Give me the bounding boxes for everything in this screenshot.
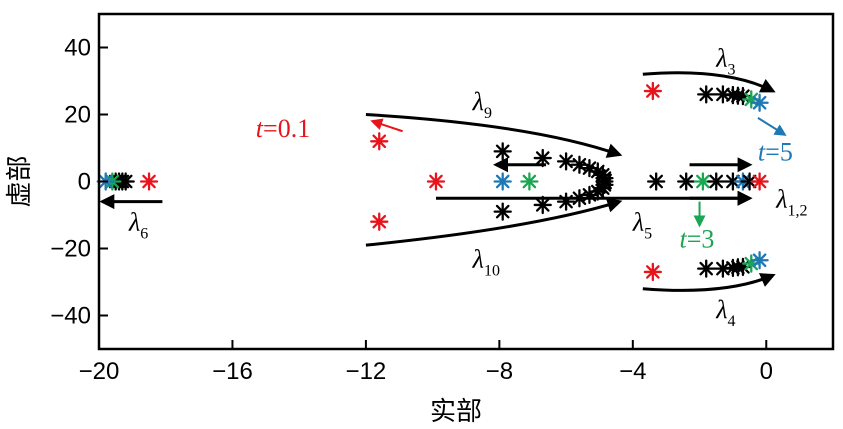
pole-marker bbox=[533, 148, 552, 168]
x-tick-label: −12 bbox=[346, 358, 387, 385]
pole-marker bbox=[697, 85, 716, 104]
y-tick-label: −20 bbox=[50, 236, 91, 263]
pole-marker bbox=[750, 251, 769, 270]
pole-marker bbox=[707, 172, 726, 191]
pole-marker bbox=[697, 259, 716, 278]
y-axis-label: 虚部 bbox=[5, 155, 35, 207]
trajectory-arrow bbox=[370, 118, 403, 133]
x-axis: −20 −16 −12 −8 −4 0 bbox=[79, 340, 773, 385]
pole-marker bbox=[493, 202, 512, 221]
pole-marker bbox=[493, 142, 512, 161]
eigenvalue-label: λ10 bbox=[472, 245, 500, 280]
x-tick-label: −4 bbox=[619, 358, 646, 385]
x-tick-label: −16 bbox=[212, 358, 253, 385]
pole-marker bbox=[556, 192, 576, 211]
eigenvalue-label: λ1,2 bbox=[775, 184, 807, 219]
pole-marker bbox=[643, 81, 662, 101]
pole-marker bbox=[713, 85, 733, 104]
time-label: t=0.1 bbox=[256, 114, 310, 143]
eigenvalue-label: λ5 bbox=[632, 208, 652, 243]
y-tick-label: 0 bbox=[78, 169, 91, 196]
trajectory-arrow bbox=[642, 71, 776, 93]
annotations-layer: λ9 λ10 λ3 λ4 λ5 λ1,2 λ6 t=0.1 t=5 t=3 bbox=[128, 44, 808, 330]
pole-marker bbox=[533, 195, 552, 215]
pole-marker bbox=[677, 172, 696, 191]
points-layer bbox=[96, 81, 769, 282]
pole-marker bbox=[643, 262, 662, 282]
time-label: t=5 bbox=[758, 137, 793, 166]
pole-marker bbox=[520, 172, 539, 191]
y-tick-label: 40 bbox=[64, 35, 91, 62]
eigenvalue-label: λ3 bbox=[715, 44, 735, 79]
eigenvalue-label: λ6 bbox=[128, 208, 148, 243]
pole-marker bbox=[370, 132, 389, 151]
pole-marker bbox=[370, 212, 389, 231]
pole-marker bbox=[139, 172, 159, 191]
eigenvalue-label: λ4 bbox=[715, 295, 735, 330]
trajectory-arrow bbox=[642, 273, 776, 292]
x-axis-label: 实部 bbox=[430, 397, 482, 427]
eigenvalue-label: λ9 bbox=[472, 87, 492, 122]
y-axis: −40 −20 0 20 40 bbox=[50, 35, 108, 330]
trajectory-arrow bbox=[757, 117, 787, 136]
pole-marker bbox=[750, 172, 769, 191]
time-label: t=3 bbox=[680, 224, 715, 253]
y-tick-label: −40 bbox=[50, 303, 91, 330]
trajectory-arrow bbox=[365, 113, 623, 158]
pole-marker bbox=[493, 172, 512, 191]
pole-marker bbox=[647, 172, 666, 191]
pole-marker bbox=[750, 93, 769, 112]
pole-marker bbox=[595, 175, 614, 195]
x-tick-label: −8 bbox=[486, 358, 513, 385]
y-tick-label: 20 bbox=[64, 102, 91, 129]
trajectory-arrow bbox=[365, 197, 623, 247]
pole-marker bbox=[426, 172, 446, 191]
x-tick-label: −20 bbox=[79, 358, 120, 385]
pole-marker bbox=[556, 152, 576, 171]
x-tick-label: 0 bbox=[760, 358, 773, 385]
